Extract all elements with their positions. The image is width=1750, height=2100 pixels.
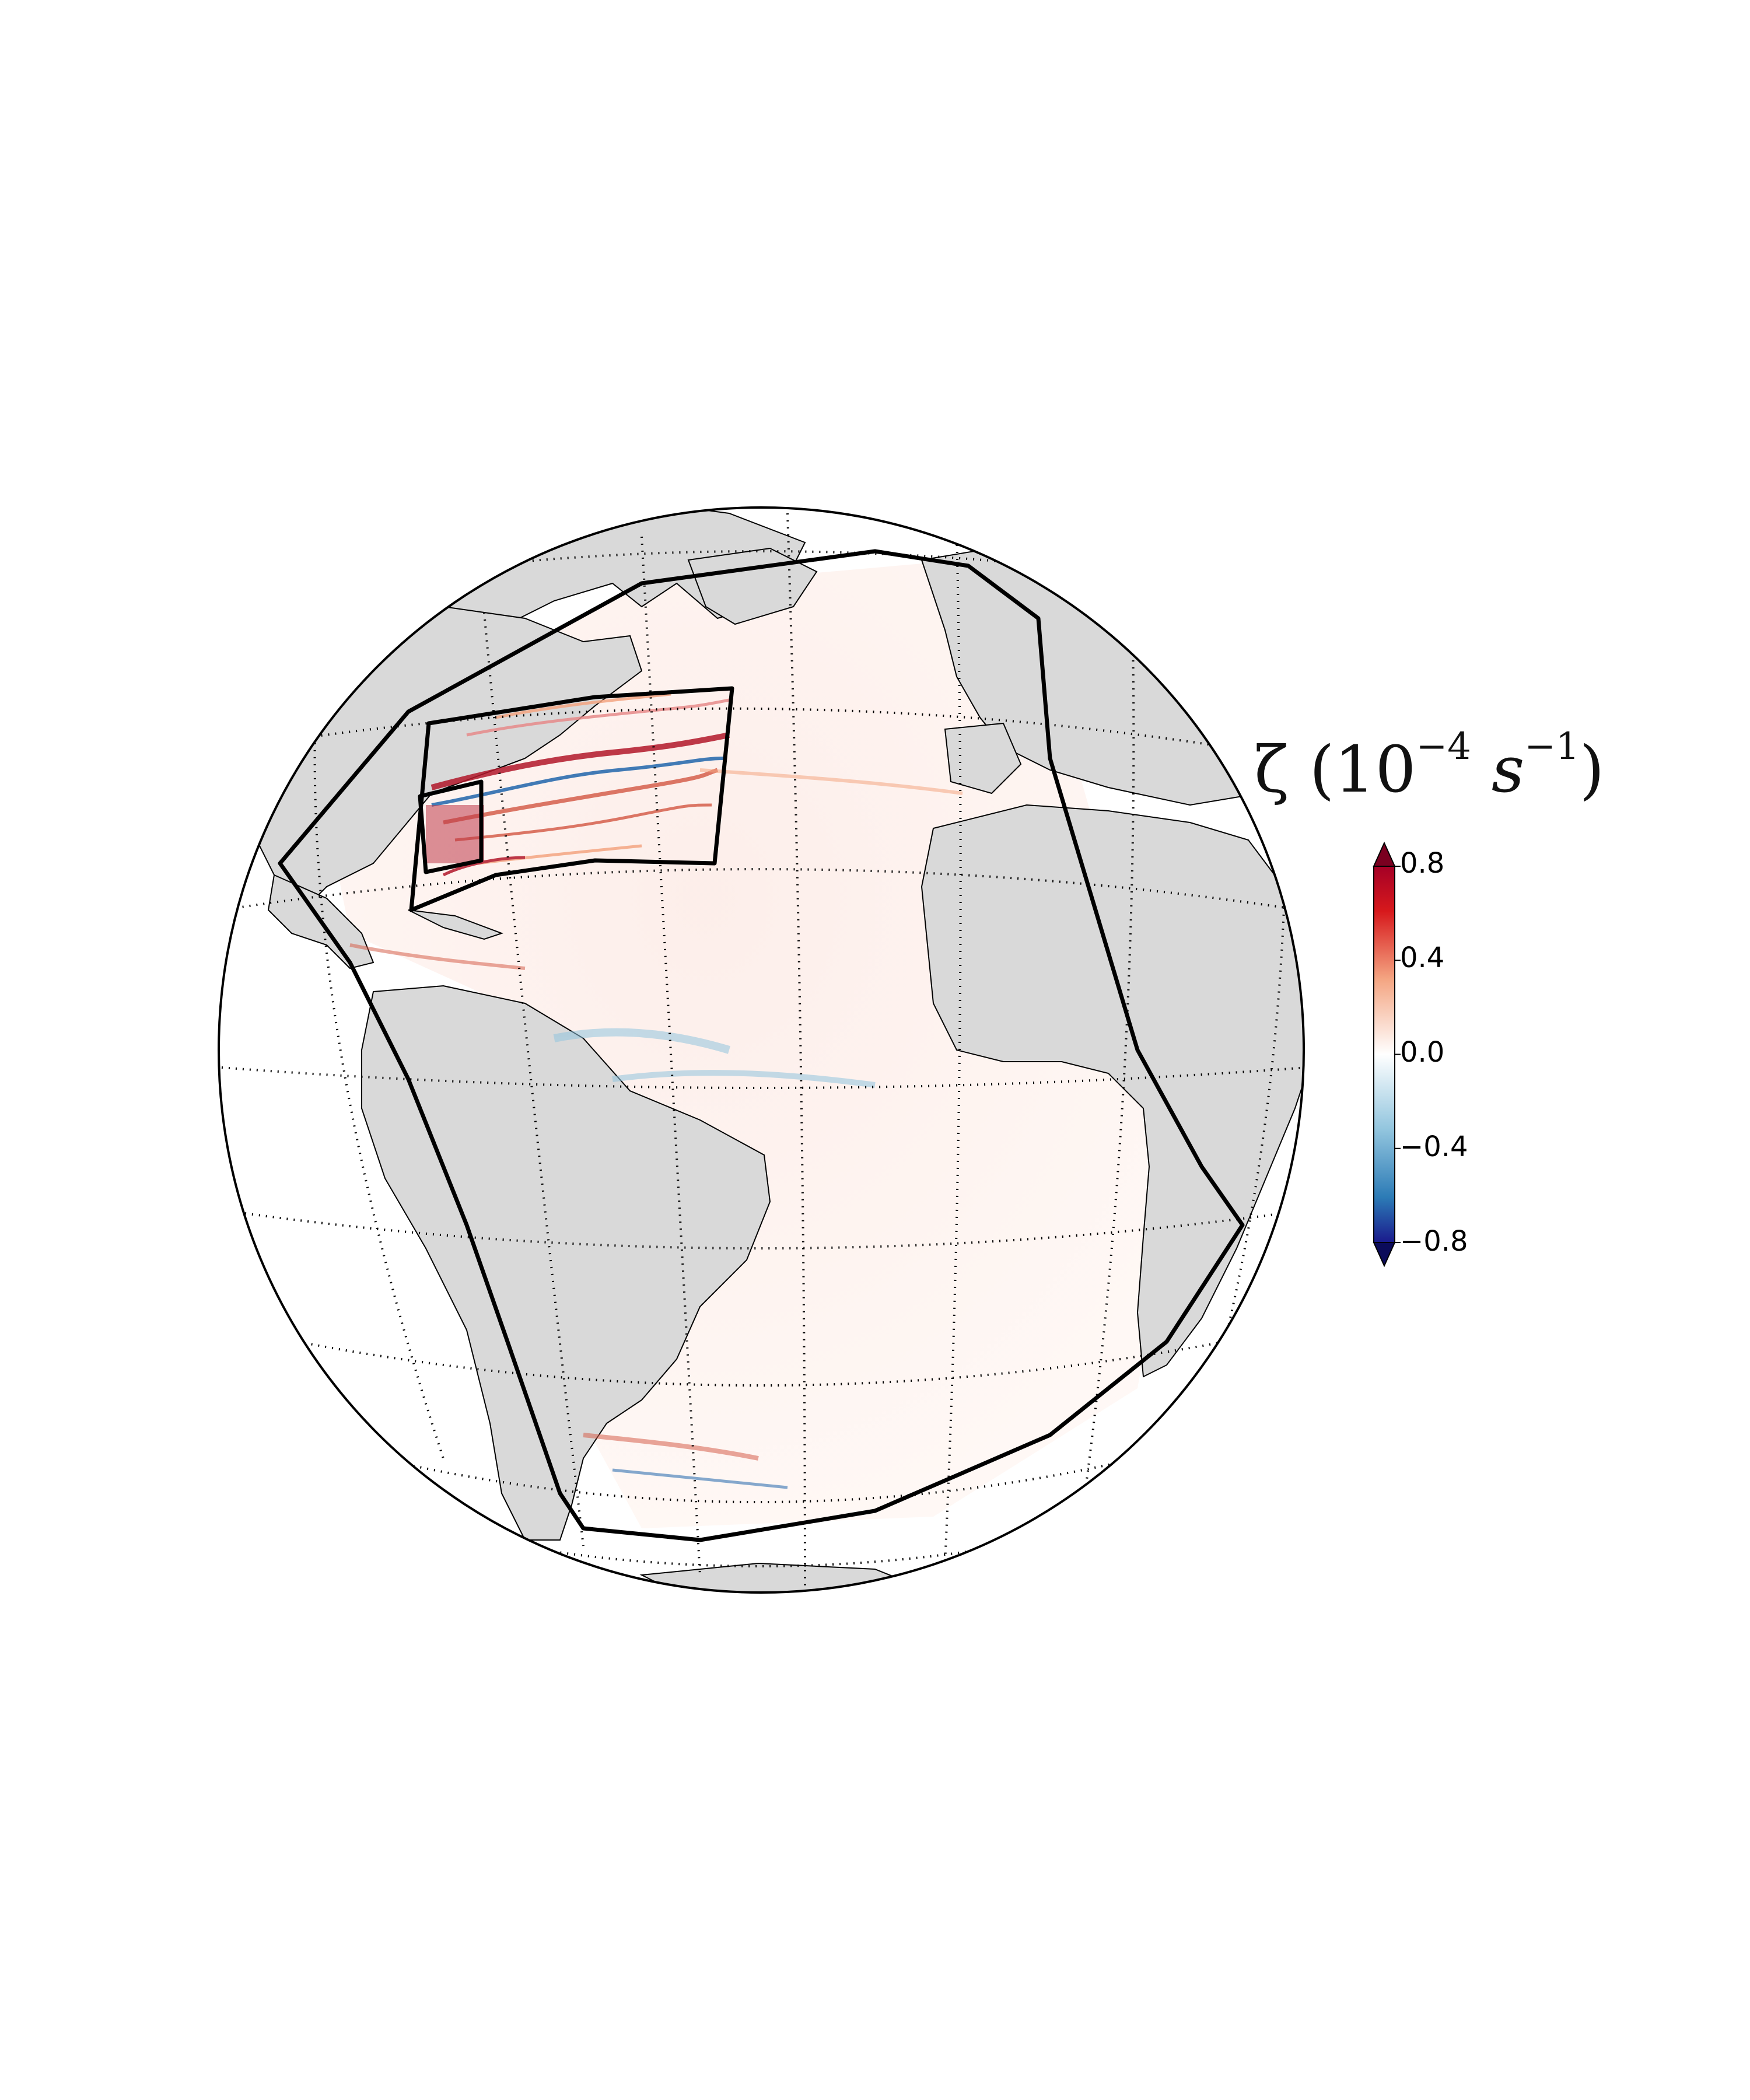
colorbar-gradient	[1373, 866, 1395, 1243]
colorbar-ticks	[1395, 866, 1401, 1243]
colorbar-title-base: 10	[1334, 732, 1416, 807]
colorbar-title-unit: s	[1491, 732, 1525, 807]
colorbar-extend-bottom	[1373, 1242, 1396, 1268]
ocean-eddies	[349, 768, 963, 1489]
inner-domain	[418, 779, 484, 874]
outer-domain	[278, 549, 1245, 1542]
globe	[218, 506, 1305, 1594]
colorbar-title-exp2: −1	[1524, 725, 1580, 769]
colorbar	[1373, 841, 1401, 1268]
colorbar-tick-label: −0.4	[1400, 1130, 1468, 1163]
land-iberia	[944, 722, 1022, 794]
land-cuba	[408, 909, 503, 940]
colorbar-title-symbol: ζ	[1254, 732, 1289, 807]
middle-domain	[409, 686, 734, 912]
colorbar-tick-label: 0.4	[1400, 942, 1445, 974]
colorbar-title: ζ (10−4 s−1)	[1254, 725, 1605, 807]
colorbar-extend-top	[1373, 841, 1396, 867]
land-antarctica	[639, 1562, 936, 1592]
land-greenland	[687, 547, 818, 625]
globe-outline	[218, 506, 1305, 1594]
land-africa	[921, 804, 1304, 1378]
colorbar-title-exp1: −4	[1416, 725, 1471, 769]
colorbar-tick-label: −0.8	[1400, 1225, 1468, 1258]
land-south-america	[361, 985, 771, 1541]
colorbar-tick-label: 0.8	[1400, 847, 1445, 880]
colorbar-tick-label: 0.0	[1400, 1036, 1445, 1069]
